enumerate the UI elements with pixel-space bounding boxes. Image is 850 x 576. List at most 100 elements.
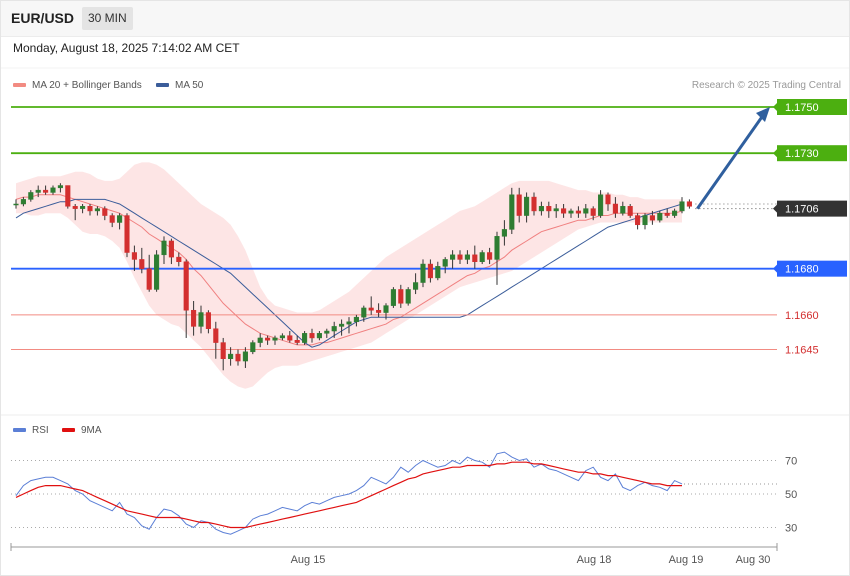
candle-body: [80, 206, 86, 209]
candle-body: [368, 307, 374, 311]
level-label-1.1730: 1.1730: [785, 148, 819, 160]
candle: [487, 247, 493, 265]
candle: [139, 247, 145, 274]
candle-body: [168, 240, 174, 258]
candle-body: [220, 342, 226, 359]
candle: [146, 254, 152, 292]
candle-body: [553, 208, 559, 212]
candle: [176, 252, 182, 267]
rsi-level-label-30: 30: [785, 523, 797, 535]
candle-body: [642, 215, 648, 226]
candle: [464, 250, 470, 265]
candle: [242, 347, 248, 368]
candle: [339, 319, 345, 336]
candle-body: [420, 263, 426, 283]
candle: [235, 349, 241, 366]
candle: [324, 328, 330, 338]
candle: [501, 220, 507, 246]
current-price-tag-arrow: [773, 204, 777, 213]
candle-body: [287, 335, 293, 341]
rsi-ma-line: [15, 461, 682, 529]
candle: [398, 284, 404, 308]
candle: [161, 236, 167, 265]
ma20-swatch: [13, 83, 26, 88]
x-axis-label: Aug 18: [577, 554, 612, 566]
candle-body: [546, 206, 552, 212]
level-tag-1.1680: [777, 260, 847, 277]
candle: [568, 208, 574, 218]
candle-body: [131, 252, 137, 260]
candle: [383, 303, 389, 320]
candle: [124, 213, 130, 258]
candle: [257, 333, 263, 348]
candle-body: [183, 261, 189, 311]
symbol-label[interactable]: EUR/USD: [11, 10, 75, 26]
candle-body: [620, 206, 626, 214]
candle-body: [457, 254, 463, 260]
candle: [272, 335, 278, 345]
candle-body: [65, 185, 71, 207]
candle: [538, 201, 544, 216]
candle: [331, 321, 337, 338]
candle: [279, 333, 285, 341]
candle: [494, 231, 500, 285]
candle-body: [679, 201, 685, 212]
candle: [50, 185, 56, 195]
rsi-line: [15, 451, 683, 535]
candle-body: [361, 307, 367, 318]
legend-rsi-label: RSI: [32, 425, 49, 436]
candle-body: [339, 323, 345, 327]
candle-body: [413, 282, 419, 290]
candle: [635, 213, 641, 230]
candle-body: [501, 229, 507, 237]
candle-body: [479, 252, 485, 262]
candle: [686, 199, 692, 209]
candle: [57, 183, 63, 193]
candle-body: [43, 189, 49, 193]
candle: [72, 204, 78, 221]
candle: [287, 331, 293, 343]
candle-body: [28, 192, 34, 200]
timeframe-badge[interactable]: 30 MIN: [82, 7, 133, 30]
legend-rsi-ma: 9MA: [62, 425, 102, 436]
candle-body: [464, 254, 470, 260]
candle: [442, 257, 448, 274]
candle-body: [487, 252, 493, 260]
candle-body: [324, 330, 330, 334]
candle: [94, 206, 100, 216]
candle-body: [657, 212, 663, 221]
candle: [154, 250, 160, 292]
candle: [353, 314, 359, 327]
candle-body: [649, 215, 655, 221]
chart-datetime: Monday, August 18, 2025 7:14:02 AM CET: [13, 41, 240, 55]
candle-body: [605, 194, 611, 205]
candle-body: [235, 353, 241, 362]
candle-body: [242, 351, 248, 362]
candle-body: [331, 326, 337, 332]
candle: [590, 206, 596, 221]
candle: [472, 245, 478, 269]
candle: [479, 250, 485, 265]
candle: [117, 213, 123, 230]
candle: [213, 321, 219, 359]
ma50-swatch: [156, 83, 169, 88]
candle: [361, 305, 367, 322]
legend-ma20-label: MA 20 + Bollinger Bands: [32, 80, 142, 91]
candle: [657, 210, 663, 223]
candle: [649, 210, 655, 225]
candle: [516, 187, 522, 223]
candle-body: [50, 187, 56, 193]
level-tag-arrow-1.1730: [773, 149, 777, 158]
candle: [524, 192, 530, 223]
candle: [302, 331, 308, 345]
candle: [450, 250, 456, 269]
rsi-swatch: [13, 428, 26, 433]
candle-body: [509, 194, 515, 230]
candle-body: [257, 337, 263, 343]
candle: [427, 259, 433, 283]
candle-body: [57, 185, 63, 189]
candle-body: [376, 309, 382, 313]
rsi-level-label-50: 50: [785, 489, 797, 501]
candle-body: [146, 268, 152, 290]
